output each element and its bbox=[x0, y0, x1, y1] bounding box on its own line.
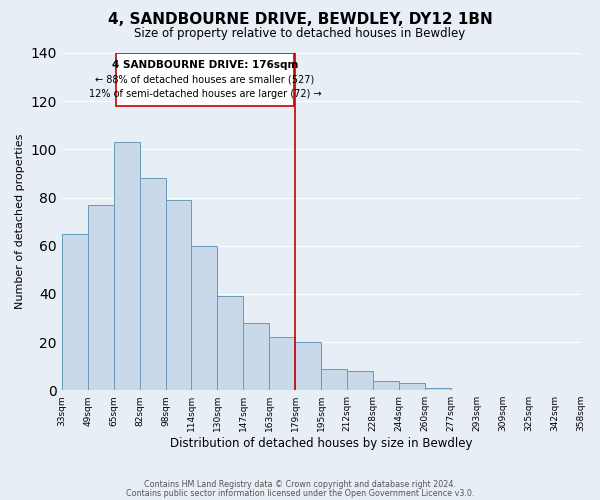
Bar bbox=[269, 337, 295, 390]
Bar bbox=[88, 204, 113, 390]
Bar bbox=[113, 142, 140, 390]
Text: ← 88% of detached houses are smaller (527): ← 88% of detached houses are smaller (52… bbox=[95, 74, 315, 85]
Bar bbox=[425, 388, 451, 390]
Bar bbox=[191, 246, 217, 390]
Bar bbox=[295, 342, 321, 390]
Text: 4 SANDBOURNE DRIVE: 176sqm: 4 SANDBOURNE DRIVE: 176sqm bbox=[112, 60, 298, 70]
Bar bbox=[321, 368, 347, 390]
Text: Contains public sector information licensed under the Open Government Licence v3: Contains public sector information licen… bbox=[126, 488, 474, 498]
Bar bbox=[217, 296, 244, 390]
Text: 12% of semi-detached houses are larger (72) →: 12% of semi-detached houses are larger (… bbox=[89, 90, 322, 100]
Bar bbox=[166, 200, 191, 390]
Text: Contains HM Land Registry data © Crown copyright and database right 2024.: Contains HM Land Registry data © Crown c… bbox=[144, 480, 456, 489]
Bar bbox=[140, 178, 166, 390]
Text: 4, SANDBOURNE DRIVE, BEWDLEY, DY12 1BN: 4, SANDBOURNE DRIVE, BEWDLEY, DY12 1BN bbox=[107, 12, 493, 28]
FancyBboxPatch shape bbox=[116, 53, 294, 106]
Bar bbox=[62, 234, 88, 390]
Text: Size of property relative to detached houses in Bewdley: Size of property relative to detached ho… bbox=[134, 28, 466, 40]
X-axis label: Distribution of detached houses by size in Bewdley: Distribution of detached houses by size … bbox=[170, 437, 472, 450]
Bar bbox=[373, 380, 399, 390]
Bar bbox=[399, 383, 425, 390]
Bar bbox=[347, 371, 373, 390]
Y-axis label: Number of detached properties: Number of detached properties bbox=[15, 134, 25, 310]
Bar bbox=[244, 323, 269, 390]
